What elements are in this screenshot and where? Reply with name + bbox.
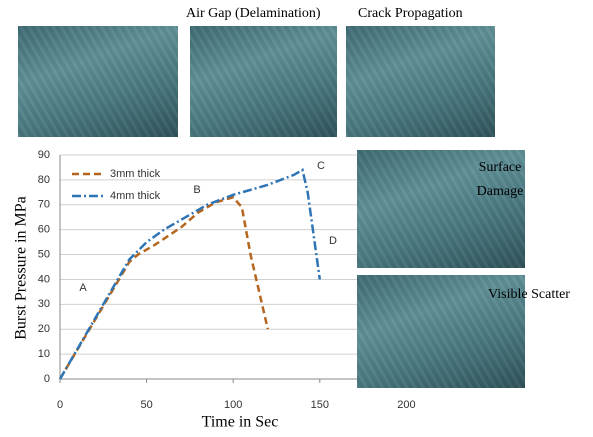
y-tick-label: 90 — [38, 149, 50, 161]
photo — [357, 275, 525, 388]
y-axis-label: Burst Pressure in MPa — [13, 196, 30, 340]
x-tick-label: 200 — [397, 399, 415, 411]
x-tick-label: 150 — [311, 399, 329, 411]
annotation: B — [193, 184, 200, 196]
y-tick-label: 70 — [38, 199, 50, 211]
y-tick-label: 50 — [38, 248, 50, 260]
series-line — [58, 195, 270, 380]
x-tick-label: 100 — [224, 399, 242, 411]
y-tick-label: 80 — [38, 174, 50, 186]
annotation: D — [329, 235, 337, 247]
x-tick-label: 0 — [57, 399, 63, 411]
series-line — [58, 168, 322, 380]
legend-label: 3mm thick — [110, 168, 161, 180]
photo — [357, 150, 525, 268]
y-tick-label: 40 — [38, 273, 50, 285]
annotation: A — [79, 282, 87, 294]
x-tick-label: 50 — [140, 399, 152, 411]
y-tick-label: 30 — [38, 298, 50, 310]
photo-caption: Visible Scatter — [488, 287, 570, 302]
photo-caption: Surface Damage — [476, 160, 524, 199]
y-tick-label: 10 — [38, 348, 50, 360]
photo — [346, 26, 495, 137]
photo-caption: Crack Propagation — [358, 6, 463, 21]
y-tick-label: 20 — [38, 323, 50, 335]
y-tick-label: 60 — [38, 224, 50, 236]
photo-caption: Air Gap (Delamination) — [186, 6, 321, 21]
photo — [18, 26, 178, 137]
legend-label: 4mm thick — [110, 190, 161, 202]
x-axis-label: Time in Sec — [202, 414, 279, 431]
photo — [190, 26, 337, 137]
annotation: C — [317, 160, 325, 172]
y-tick-label: 0 — [44, 373, 50, 385]
